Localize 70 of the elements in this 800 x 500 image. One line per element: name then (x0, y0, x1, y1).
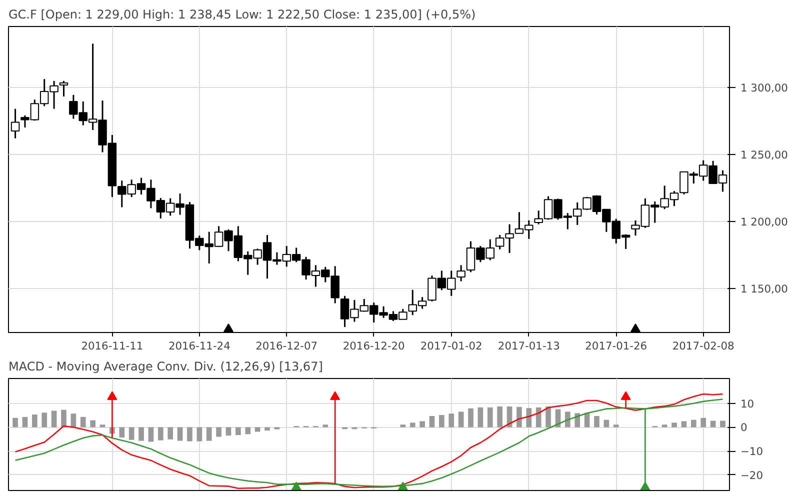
bar (254, 427, 260, 432)
y-tick-label: 10 (740, 397, 754, 410)
x-tick-label: 2016-12-07 (256, 340, 318, 352)
y-tick-label: −10 (740, 445, 764, 458)
bar (148, 427, 154, 442)
bar (487, 407, 493, 428)
bar (51, 410, 57, 428)
bar (322, 424, 328, 428)
candlestick (59, 80, 68, 98)
y-tick-label: −20 (740, 468, 764, 482)
bar (594, 416, 600, 428)
x-tick-label: 2016-12-20 (342, 340, 406, 352)
bar (536, 407, 542, 428)
x-tick-label: 2017-01-13 (498, 340, 560, 352)
y-tick-label: 1 250,00 (740, 148, 788, 162)
bar (720, 420, 726, 428)
bar (565, 412, 570, 428)
bar (196, 427, 202, 442)
bar (690, 420, 696, 428)
bar (497, 406, 502, 428)
bar (119, 427, 125, 438)
bar (32, 414, 38, 428)
bar (42, 412, 48, 428)
bar (236, 427, 241, 436)
bar (546, 406, 551, 428)
bar (468, 408, 474, 428)
x-tick-label: 2017-02-08 (672, 340, 735, 352)
bar (187, 427, 192, 442)
y-tick-label: 0 (740, 421, 748, 434)
chart-title: MACD - Moving Average Conv. Div. (12,26,9) [13,67] (8, 360, 323, 374)
chart-title: GC.F [Open: 1 229,00 High: 1 238,45 Low: 1 222,50 Close: 1 235,00] (+0,5%) (8, 8, 476, 22)
bar (613, 424, 619, 428)
bar (700, 418, 706, 428)
y-tick-label: 1 150,00 (740, 282, 788, 296)
bar (80, 416, 86, 428)
bar (206, 427, 212, 441)
bar (168, 427, 173, 440)
bar (90, 420, 96, 428)
bar (410, 422, 416, 428)
candlestick (10, 108, 20, 140)
y-tick-label: 1 300,00 (740, 81, 788, 94)
bar (158, 427, 164, 440)
bar (70, 414, 76, 428)
bar (264, 427, 270, 431)
x-tick-label: 2017-01-26 (585, 340, 648, 352)
bar (448, 414, 454, 428)
x-tick-label: 2017-01-02 (420, 340, 482, 352)
bar (526, 408, 532, 428)
bar (458, 412, 464, 428)
bar (681, 421, 687, 428)
bar (420, 421, 425, 428)
bar (478, 407, 484, 428)
candlestick (456, 264, 466, 282)
bar (516, 406, 522, 428)
bar (439, 415, 444, 428)
bar (128, 427, 134, 440)
x-tick-label: 2016-11-24 (168, 340, 231, 352)
y-tick-label: 1 200,00 (740, 215, 788, 228)
bar (574, 413, 580, 428)
bar (245, 427, 251, 434)
bar (177, 427, 183, 441)
bar (429, 416, 435, 428)
bar (12, 418, 18, 428)
bar (22, 416, 28, 428)
bar (226, 427, 232, 436)
x-tick-label: 2016-11-11 (81, 340, 144, 352)
bar (216, 427, 222, 437)
bar (672, 422, 677, 428)
bar (138, 427, 144, 441)
bar (61, 410, 66, 428)
